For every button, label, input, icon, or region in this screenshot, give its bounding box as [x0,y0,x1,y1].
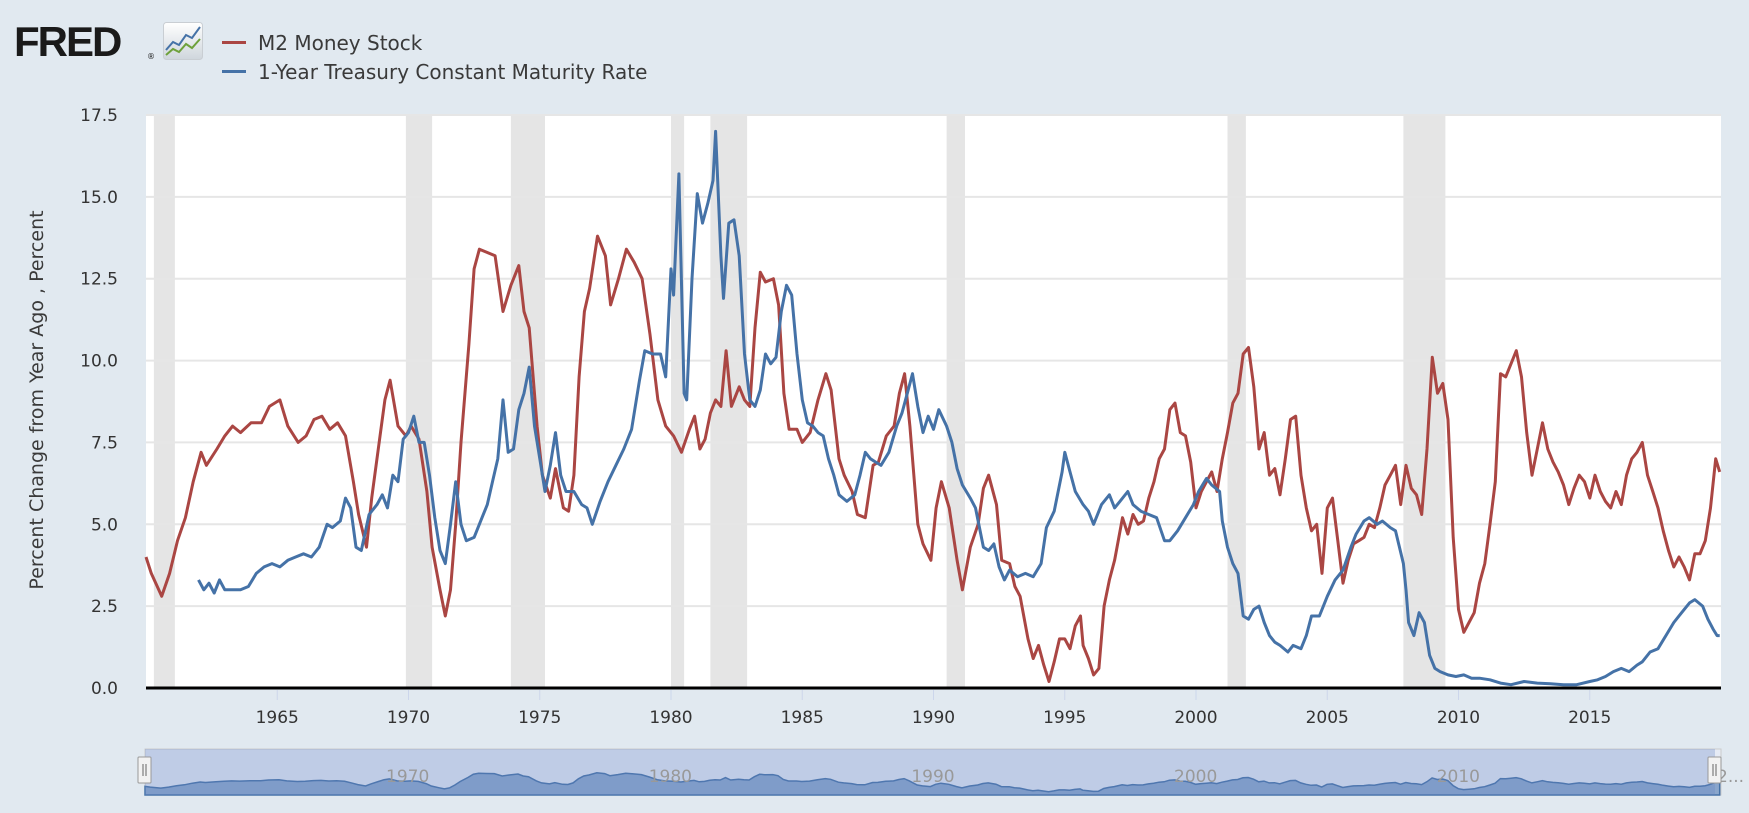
navigator-series [144,772,1721,796]
x-tick-label: 1990 [912,708,955,728]
x-tick-label: 2010 [1437,708,1480,728]
legend-label-treasury: 1-Year Treasury Constant Maturity Rate [258,59,648,84]
y-tick-label: 5.0 [91,515,118,535]
plot-area[interactable] [146,115,1721,688]
legend: M2 Money Stock 1-Year Treasury Constant … [222,28,647,86]
x-tick-label: 1975 [518,708,561,728]
navigator-label: 2... [1717,767,1744,787]
navigator-label: 1980 [649,767,692,787]
x-tick-label: 1965 [256,708,299,728]
recession-band [1227,115,1246,688]
x-tick-label: 2000 [1174,708,1217,728]
y-axis-ticks: 0.0 2.5 5.0 7.5 10.0 12.5 15.0 17.5 [80,106,118,699]
navigator-handle-right[interactable] [1707,756,1722,784]
legend-label-m2: M2 Money Stock [258,30,423,55]
registered-mark: ® [147,52,155,61]
navigator-label: 2010 [1437,767,1480,787]
y-tick-label: 15.0 [80,188,118,208]
y-tick-label: 2.5 [91,597,118,617]
y-tick-label: 10.0 [80,352,118,372]
recession-band [153,115,175,688]
series-line-treasury[interactable] [197,129,1720,687]
recession-band [946,115,965,688]
navigator-handle-left[interactable] [137,756,152,784]
legend-item-m2[interactable]: M2 Money Stock [222,28,647,57]
line-chart-icon [163,22,203,60]
x-axis-ticks: 1965 1970 1975 1980 1985 1990 1995 2000 2005 2010… [256,690,1611,728]
x-tick-label: 1970 [387,708,430,728]
x-tick-label: 1985 [781,708,824,728]
y-tick-label: 7.5 [91,433,118,453]
legend-swatch-m2 [222,41,246,44]
recession-band [1403,115,1446,688]
recession-bands [153,115,1446,688]
navigator-label: 1990 [911,767,954,787]
y-tick-label: 0.0 [91,679,118,699]
series-lines [144,129,1722,687]
navigator-label: 1970 [386,767,429,787]
navigator: 1970 1980 1990 2000 2010 2... [137,748,1744,796]
x-tick-label: 2015 [1568,708,1611,728]
legend-item-treasury[interactable]: 1-Year Treasury Constant Maturity Rate [222,57,647,86]
x-tick-label: 1980 [649,708,692,728]
legend-swatch-treasury [222,70,246,73]
fred-logo[interactable]: FRED [14,18,122,65]
recession-band [405,115,433,688]
grid-lines [146,114,1721,608]
navigator-selection[interactable] [145,749,1715,795]
navigator-label: 2000 [1174,767,1217,787]
x-tick-label: 2005 [1306,708,1349,728]
series-line-m2[interactable] [144,234,1722,683]
y-tick-label: 12.5 [80,270,118,290]
y-tick-label: 17.5 [80,106,118,126]
x-tick-label: 1995 [1043,708,1086,728]
recession-band [510,115,545,688]
